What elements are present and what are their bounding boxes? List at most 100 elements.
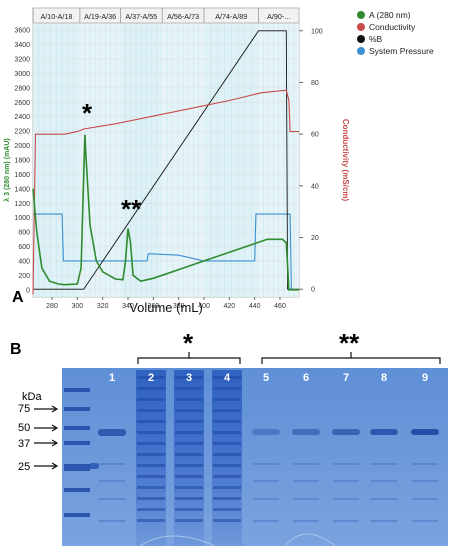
lane-band — [175, 409, 203, 412]
lane-band — [137, 453, 165, 456]
y-left-tick-label: 600 — [18, 244, 30, 251]
panel-b-sds-page: B * ** kDa 75 50 37 25 1 2 3 4 5 6 7 8 9 — [0, 328, 461, 550]
x-tick-label: 380 — [173, 303, 185, 310]
lane-labels: 1 2 3 4 5 6 7 8 9 — [109, 372, 428, 384]
fraction-label: A/37-A/55 — [125, 12, 157, 21]
lane-label: 3 — [186, 372, 192, 384]
lane-band — [293, 498, 319, 500]
lane-band — [213, 497, 241, 500]
lane-band — [175, 398, 203, 401]
legend-label-conductivity: Conductivity — [369, 22, 416, 32]
lane-band — [213, 398, 241, 401]
marker-label-50: 50 — [18, 422, 30, 434]
lane-band — [213, 376, 241, 379]
legend-swatch-percent-b — [357, 35, 365, 43]
lane-band — [293, 520, 319, 522]
y-left-tick-label: 3000 — [14, 71, 30, 78]
lane-band — [371, 520, 397, 522]
lane-band — [253, 498, 279, 500]
lane-band — [175, 486, 203, 489]
lane-band — [213, 387, 241, 390]
lane-band — [175, 475, 203, 478]
group-mark-double: ** — [339, 330, 360, 358]
lane-band — [137, 431, 165, 434]
y-left-tick-label: 200 — [18, 273, 30, 280]
lane-band — [253, 463, 279, 465]
ladder-band — [64, 426, 90, 430]
chromatogram-svg: A/10-A/18 A/19-A/36 A/37-A/55 A/56-A/73 A/74… — [3, 7, 434, 315]
lane-band — [137, 497, 165, 500]
lane-label: 7 — [343, 372, 349, 384]
ladder-band — [64, 464, 90, 471]
lane-band — [213, 519, 241, 522]
marker-arrow-75 — [34, 405, 59, 413]
lane-label: 1 — [109, 372, 115, 384]
peak-mark-single: * — [82, 98, 93, 128]
x-tick-label: 300 — [71, 303, 83, 310]
x-tick-label: 400 — [198, 303, 210, 310]
y-left-tick-label: 3200 — [14, 57, 30, 64]
lane-band — [253, 520, 279, 522]
y-right-axis-title: Conductivity (mS/cm) — [341, 119, 350, 202]
panel-b-letter: B — [10, 341, 22, 358]
group-mark-single: * — [183, 330, 194, 358]
ladder-band — [64, 407, 90, 411]
y-left-tick-label: 1600 — [14, 172, 30, 179]
y-left-tick-label: 2400 — [14, 114, 30, 121]
target-band — [98, 429, 126, 436]
legend-label-a280: A (280 nm) — [369, 10, 411, 20]
lane-band — [89, 463, 99, 469]
lane-band — [293, 463, 319, 465]
lane-label: 5 — [263, 372, 269, 384]
lane-band — [213, 409, 241, 412]
fraction-label: A/10-A/18 — [40, 12, 72, 21]
target-band — [332, 429, 360, 435]
fraction-label: A/90-... — [267, 12, 290, 21]
panel-a-chromatogram: A/10-A/18 A/19-A/36 A/37-A/55 A/56-A/73 A/74… — [3, 7, 434, 315]
legend-swatch-pressure — [357, 47, 365, 55]
lane-band — [137, 508, 165, 511]
lane-band — [175, 376, 203, 379]
lane-band — [333, 463, 359, 465]
lane-band — [99, 480, 125, 482]
lane-band — [137, 475, 165, 478]
x-tick-label: 340 — [122, 303, 134, 310]
y-left-tick-label: 2000 — [14, 143, 30, 150]
lane-band — [213, 431, 241, 434]
x-tick-label: 280 — [46, 303, 58, 310]
kda-title: kDa — [22, 391, 42, 403]
fraction-label: A/74-A/89 — [215, 12, 247, 21]
legend-swatch-conductivity — [357, 23, 365, 31]
y-left-tick-label: 400 — [18, 258, 30, 265]
lane-band — [213, 453, 241, 456]
lane-label: 4 — [224, 372, 231, 384]
ladder-band — [64, 488, 90, 492]
target-band — [411, 429, 439, 435]
lane-band — [99, 463, 125, 465]
lane-band — [175, 519, 203, 522]
lane-band — [412, 520, 438, 522]
y-left-tick-label: 1000 — [14, 215, 30, 222]
x-tick-label: 460 — [274, 303, 286, 310]
axes: 0200400600800100012001400160018002000220… — [14, 28, 322, 310]
lane-band — [293, 480, 319, 482]
lane-band — [137, 486, 165, 489]
target-band — [292, 429, 320, 435]
lane-band — [412, 498, 438, 500]
lane-band — [137, 420, 165, 423]
well-artifact — [284, 533, 336, 547]
y-right-tick-label: 100 — [311, 28, 323, 35]
marker-label-25: 25 — [18, 461, 30, 473]
lane-band — [137, 376, 165, 379]
series-lines — [32, 30, 299, 295]
lane-band — [412, 480, 438, 482]
lane-band — [175, 508, 203, 511]
series-line-conductivity — [32, 89, 299, 295]
lane-band — [175, 442, 203, 445]
legend-swatch-a280 — [357, 11, 365, 19]
lane-band — [213, 464, 241, 467]
lane-band — [137, 442, 165, 445]
lane-label: 8 — [381, 372, 387, 384]
target-band — [370, 429, 398, 435]
lane-band — [213, 508, 241, 511]
